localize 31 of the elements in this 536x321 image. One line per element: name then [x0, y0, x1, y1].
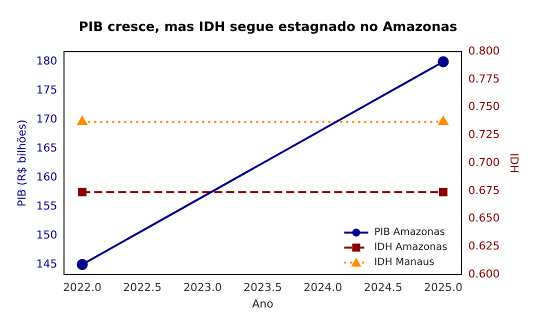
x-tick-label: 2024.5 [364, 281, 402, 294]
y2-tick-label: 0.800 [468, 44, 500, 58]
legend-label: IDH Amazonas [374, 242, 448, 254]
y-tick-label: 145 [36, 257, 58, 270]
x-tick-label: 2022.5 [123, 281, 162, 294]
y2-tick-label: 0.675 [468, 184, 500, 197]
y2-tick-label: 0.700 [468, 156, 500, 169]
x-tick-label: 2022.0 [62, 281, 102, 294]
y-tick-label: 180 [36, 54, 58, 68]
y2-tick-label: 0.750 [468, 100, 500, 114]
legend-label: IDH Manaus [374, 257, 434, 268]
y2-tick-label: 0.725 [468, 128, 500, 142]
y2-tick-label: 0.775 [468, 72, 500, 86]
x-tick-label: 2023.5 [244, 281, 282, 294]
x-tick-label: 2025.0 [424, 281, 463, 294]
legend-label: PIB Amazonas [374, 227, 445, 238]
y2-tick-label: 0.600 [468, 267, 500, 280]
y-tick-label: 175 [36, 84, 58, 97]
y-tick-label: 150 [36, 228, 58, 242]
y-tick-label: 165 [36, 141, 58, 154]
y2-tick-label: 0.650 [468, 212, 500, 225]
x-tick-label: 2023.0 [183, 281, 222, 294]
y-tick-label: 170 [36, 112, 58, 126]
y-axis-title: PIB (R$ bilhões) [15, 120, 28, 207]
y-tick-label: 155 [36, 199, 58, 212]
x-axis-title: Ano [252, 297, 274, 310]
y2-tick-label: 0.625 [468, 240, 500, 253]
y2-axis-title: IDH [508, 153, 521, 174]
x-tick-label: 2024.0 [304, 281, 342, 294]
y-tick-label: 160 [36, 170, 58, 184]
chart-title: PIB cresce, mas IDH segue estagnado no Amazonas [78, 20, 458, 36]
